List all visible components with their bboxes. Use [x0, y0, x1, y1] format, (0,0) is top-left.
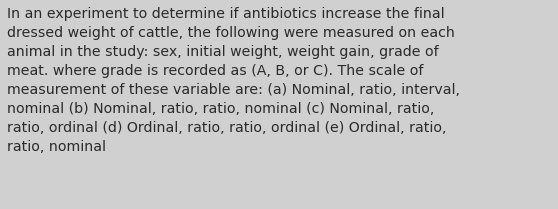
- Text: In an experiment to determine if antibiotics increase the final
dressed weight o: In an experiment to determine if antibio…: [7, 7, 460, 154]
